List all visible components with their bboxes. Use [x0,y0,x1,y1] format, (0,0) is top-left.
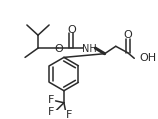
Text: O: O [123,30,132,40]
Text: OH: OH [139,53,156,63]
Text: O: O [67,25,76,35]
Text: F: F [48,95,54,105]
Text: F: F [66,110,73,119]
Text: O: O [54,44,63,54]
Text: NH: NH [82,44,97,54]
Text: F: F [48,107,54,117]
